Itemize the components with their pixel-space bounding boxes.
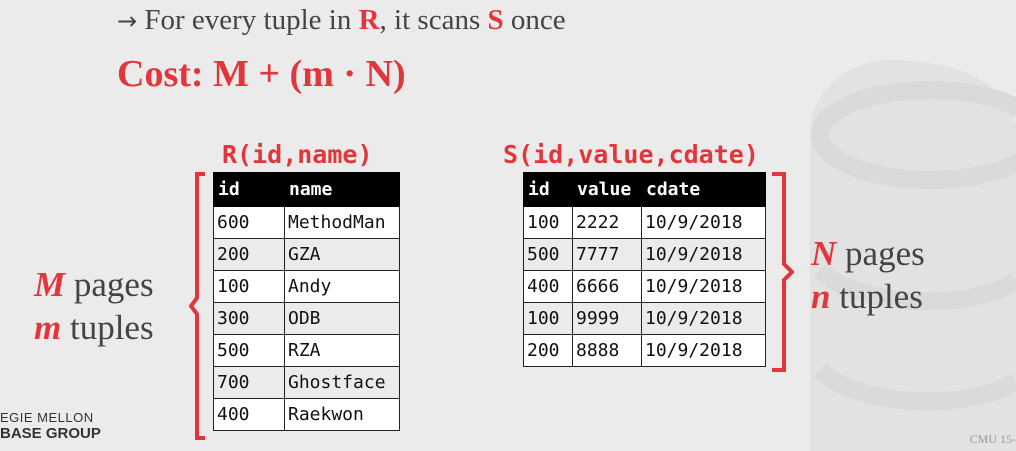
table-r-title: R(id,name)	[222, 140, 373, 169]
table-cell: 600	[213, 206, 285, 239]
left-text-pages: pages	[65, 265, 154, 304]
table-cell: Andy	[284, 270, 400, 303]
table-row: 400 Raekwon	[213, 398, 400, 431]
table-row: 300 ODB	[213, 302, 400, 335]
table-cell: GZA	[284, 238, 400, 271]
table-r: id name 600 MethodMan 200 GZA 100 Andy 300 ODB 50…	[213, 172, 400, 431]
table-s-title: S(id,value,cdate)	[503, 140, 759, 169]
table-cell: 100	[523, 206, 573, 239]
relation-s: S	[487, 4, 504, 36]
footer-logo-line1: EGIE MELLON	[0, 410, 94, 425]
table-cell: 8888	[572, 334, 642, 367]
table-cell: 700	[213, 366, 285, 399]
description-prefix: For every tuple in	[144, 4, 359, 36]
description-middle: , it scans	[379, 4, 488, 36]
table-cell: 200	[213, 238, 285, 271]
cost-formula: Cost: M + (m · N)	[117, 53, 406, 95]
table-cell: 100	[523, 302, 573, 335]
table-cell: 100	[213, 270, 285, 303]
table-cell: 400	[213, 398, 285, 431]
arrow-right-icon: →	[117, 7, 138, 35]
description-line: → For every tuple in R, it scans S once	[117, 0, 566, 41]
table-cell: 10/9/2018	[641, 270, 766, 303]
left-brace-icon	[189, 172, 205, 440]
table-row: 200 8888 10/9/2018	[523, 334, 766, 367]
column-header: id	[523, 172, 573, 207]
table-cell: RZA	[284, 334, 400, 367]
table-cell: 200	[523, 334, 573, 367]
table-cell: MethodMan	[284, 206, 400, 239]
table-cell: 10/9/2018	[641, 238, 766, 271]
table-s: id value cdate 100 2222 10/9/2018 500 7777 10/9…	[523, 172, 766, 367]
left-size-label: M pages m tuples	[34, 263, 154, 349]
table-row: 200 GZA	[213, 238, 400, 271]
right-text-pages: pages	[836, 234, 925, 273]
table-row: 400 6666 10/9/2018	[523, 270, 766, 303]
column-header: cdate	[641, 172, 766, 207]
table-row: 100 Andy	[213, 270, 400, 303]
table-cell: 9999	[572, 302, 642, 335]
table-cell: ODB	[284, 302, 400, 335]
column-header: name	[284, 172, 400, 207]
table-cell: Raekwon	[284, 398, 400, 431]
right-var-pages: N	[811, 234, 837, 273]
left-var-tuples: m	[34, 308, 62, 347]
table-r-header: id name	[213, 172, 400, 207]
right-brace-icon	[772, 172, 794, 372]
table-cell: 10/9/2018	[641, 334, 766, 367]
table-row: 100 9999 10/9/2018	[523, 302, 766, 335]
column-header: id	[213, 172, 285, 207]
right-text-tuples: tuples	[830, 277, 923, 316]
course-label: CMU 15-	[969, 432, 1016, 446]
column-header: value	[572, 172, 642, 207]
left-var-pages: M	[34, 265, 66, 304]
table-s-header: id value cdate	[523, 172, 766, 207]
table-cell: 500	[213, 334, 285, 367]
table-row: 700 Ghostface	[213, 366, 400, 399]
table-row: 100 2222 10/9/2018	[523, 206, 766, 239]
description-suffix: once	[503, 4, 566, 36]
table-cell: 10/9/2018	[641, 206, 766, 239]
table-cell: 2222	[572, 206, 642, 239]
table-cell: 6666	[572, 270, 642, 303]
table-cell: 400	[523, 270, 573, 303]
table-row: 500 7777 10/9/2018	[523, 238, 766, 271]
table-row: 500 RZA	[213, 334, 400, 367]
footer-logo-line2: BASE GROUP	[0, 425, 101, 442]
table-row: 600 MethodMan	[213, 206, 400, 239]
table-cell: 10/9/2018	[641, 302, 766, 335]
table-cell: 7777	[572, 238, 642, 271]
table-r-body: 600 MethodMan 200 GZA 100 Andy 300 ODB 500 RZA 700…	[213, 206, 400, 431]
right-size-label: N pages n tuples	[811, 232, 925, 318]
left-text-tuples: tuples	[61, 308, 154, 347]
right-var-tuples: n	[811, 277, 831, 316]
table-cell: 500	[523, 238, 573, 271]
table-s-body: 100 2222 10/9/2018 500 7777 10/9/2018 400 6666 1…	[523, 206, 766, 367]
table-cell: 300	[213, 302, 285, 335]
database-logo-watermark-icon	[810, 60, 1016, 451]
relation-r: R	[358, 4, 380, 36]
footer-logo: EGIE MELLON BASE GROUP	[0, 410, 101, 442]
table-cell: Ghostface	[284, 366, 400, 399]
